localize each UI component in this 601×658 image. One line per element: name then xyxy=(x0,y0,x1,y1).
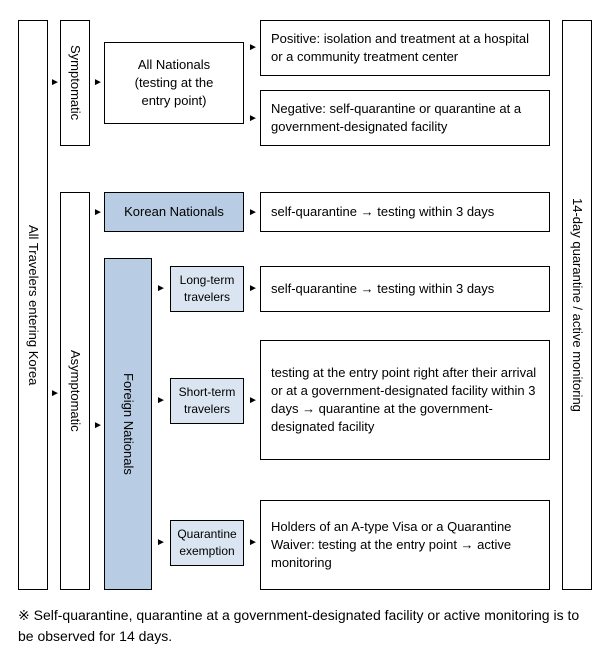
arrow-icon: ► xyxy=(50,77,60,88)
box-positive: Positive: isolation and treatment at a h… xyxy=(260,20,550,76)
label-positive: Positive: isolation and treatment at a h… xyxy=(271,30,539,66)
box-all-travelers: All Travelers entering Korea xyxy=(18,20,48,590)
footnote-text: ※ Self-quarantine, quarantine at a gover… xyxy=(18,605,583,647)
arrow-icon: ► xyxy=(248,537,258,548)
label-short-term-outcome: testing at the entry point right after t… xyxy=(271,364,539,437)
label-all-nationals: All Nationals (testing at the entry poin… xyxy=(135,56,214,111)
box-korean-nationals: Korean Nationals xyxy=(104,192,244,232)
label-short-term: Short-term travelers xyxy=(179,384,236,418)
label-asymptomatic: Asymptomatic xyxy=(66,350,84,432)
box-asymptomatic: Asymptomatic xyxy=(60,192,90,590)
box-quarantine-exemption: Quarantine exemption xyxy=(170,520,244,566)
arrow-icon: ► xyxy=(248,395,258,406)
box-foreign-nationals: Foreign Nationals xyxy=(104,258,152,590)
label-symptomatic: Symptomatic xyxy=(66,45,84,120)
label-foreign-nationals: Foreign Nationals xyxy=(119,373,137,475)
arrow-icon: ► xyxy=(248,42,258,53)
arrow-icon: ► xyxy=(248,283,258,294)
label-monitoring: 14-day quarantine / active monitoring xyxy=(568,198,586,412)
arrow-icon: ► xyxy=(50,388,60,399)
box-korean-outcome: self-quarantine → testing within 3 days xyxy=(260,192,550,232)
label-long-term: Long-term travelers xyxy=(180,272,235,306)
label-all-travelers: All Travelers entering Korea xyxy=(24,225,42,385)
arrow-icon: ► xyxy=(156,395,166,406)
arrow-icon: ► xyxy=(248,207,258,218)
arrow-icon: ► xyxy=(248,113,258,124)
box-negative: Negative: self-quarantine or quarantine … xyxy=(260,90,550,146)
box-symptomatic: Symptomatic xyxy=(60,20,90,146)
box-long-term-outcome: self-quarantine → testing within 3 days xyxy=(260,266,550,312)
arrow-icon: ► xyxy=(156,283,166,294)
label-korean-nationals: Korean Nationals xyxy=(124,203,224,221)
box-short-term: Short-term travelers xyxy=(170,378,244,424)
label-negative: Negative: self-quarantine or quarantine … xyxy=(271,100,539,136)
arrow-icon: ► xyxy=(93,77,103,88)
box-short-term-outcome: testing at the entry point right after t… xyxy=(260,340,550,460)
label-exemption-outcome: Holders of an A-type Visa or a Quarantin… xyxy=(271,518,539,573)
label-korean-outcome: self-quarantine → testing within 3 days xyxy=(271,203,494,221)
label-quarantine-exemption: Quarantine exemption xyxy=(177,526,236,560)
box-all-nationals: All Nationals (testing at the entry poin… xyxy=(104,42,244,124)
box-monitoring: 14-day quarantine / active monitoring xyxy=(562,20,592,590)
quarantine-flowchart: All Travelers entering Korea ► ► Symptom… xyxy=(0,0,601,658)
arrow-icon: ► xyxy=(93,420,103,431)
arrow-icon: ► xyxy=(156,537,166,548)
box-long-term: Long-term travelers xyxy=(170,266,244,312)
box-exemption-outcome: Holders of an A-type Visa or a Quarantin… xyxy=(260,500,550,590)
arrow-icon: ► xyxy=(93,207,103,218)
label-long-term-outcome: self-quarantine → testing within 3 days xyxy=(271,280,494,298)
